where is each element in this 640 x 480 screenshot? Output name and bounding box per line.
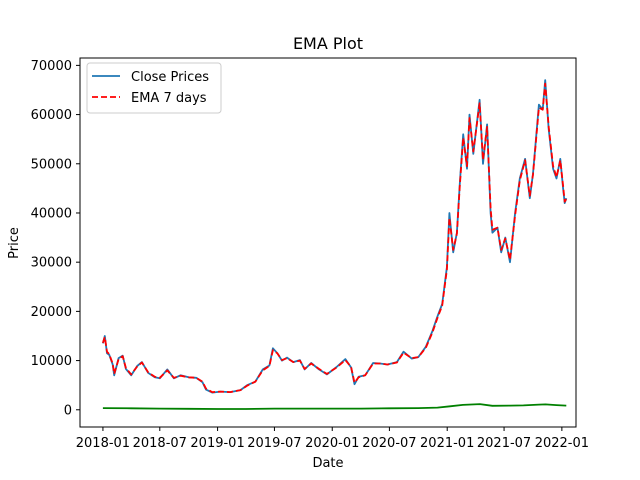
x-tick-label: 2021-07 [477,436,531,451]
x-tick-label: 2021-01 [420,436,474,451]
x-tick-label: 2020-01 [305,436,359,451]
plot-area-frame [79,57,577,428]
y-tick-label: 10000 [31,354,72,369]
legend-label-close-prices: Close Prices [131,70,209,85]
legend-label-ema-7-days: EMA 7 days [131,91,207,106]
y-tick-label: 50000 [31,157,72,172]
chart-title: EMA Plot [293,34,363,53]
y-tick-label: 40000 [31,206,72,221]
y-tick-label: 60000 [31,108,72,123]
y-tick-label: 20000 [31,305,72,320]
y-axis-label: Price [7,227,22,259]
legend-box [86,62,222,114]
y-axis: 0 10000 20000 30000 40000 50000 60000 70000 [31,59,80,418]
series-layer [102,79,568,410]
y-tick-label: 70000 [31,59,72,74]
series-line-ema-7-days [102,82,568,394]
x-tick-label: 2018-01 [76,436,130,451]
y-tick-label: 30000 [31,256,72,271]
x-axis-label: Date [312,456,343,471]
x-tick-label: 2019-01 [190,436,244,451]
series-line-secondary-green [102,403,567,410]
legend: Close Prices EMA 7 days [86,62,222,114]
y-tick-label: 0 [64,403,72,418]
x-axis: 2018-01 2018-07 2019-01 2019-07 2020-01 2020-… [76,427,589,451]
x-tick-label: 2018-07 [133,436,187,451]
x-tick-label: 2019-07 [247,436,301,451]
x-tick-label: 2020-07 [362,436,416,451]
x-tick-label: 2022-01 [535,436,589,451]
